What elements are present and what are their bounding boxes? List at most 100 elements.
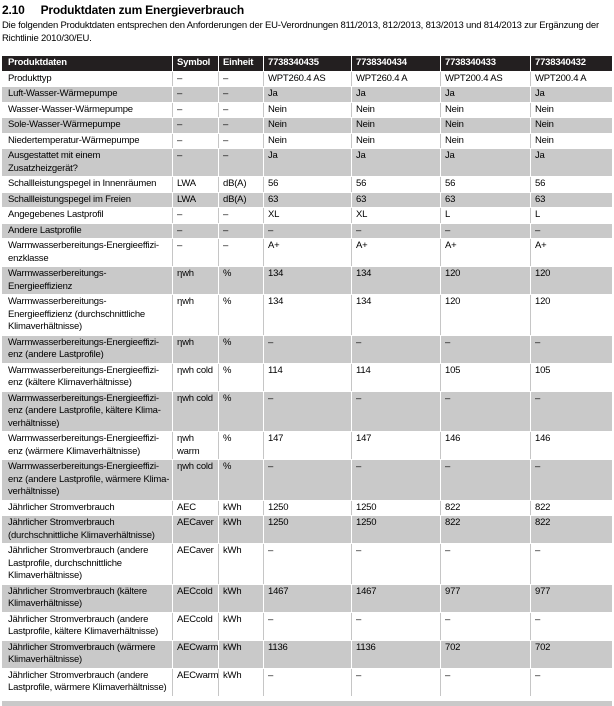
cell-value-3: –: [440, 544, 530, 584]
cell-einheit: –: [218, 133, 263, 148]
cell-symbol: –: [172, 87, 218, 102]
cell-einheit: –: [218, 118, 263, 133]
cell-value-2: 1467: [351, 584, 440, 612]
cell-value-2: –: [351, 460, 440, 500]
table-row: Jährlicher Stromverbrauch (kältere Klima…: [2, 584, 612, 612]
cell-value-1: –: [263, 612, 351, 640]
cell-value-1: 1250: [263, 500, 351, 515]
product-data-table: Produktdaten Symbol Einheit 7738340435 7…: [2, 55, 612, 697]
cell-value-4: Nein: [530, 133, 612, 148]
cell-einheit: –: [218, 223, 263, 238]
table-row: Warmwasserbereitungs-Energieeffizi­enz (…: [2, 335, 612, 363]
cell-symbol: –: [172, 71, 218, 86]
cell-value-4: –: [530, 223, 612, 238]
cell-value-2: Ja: [351, 149, 440, 176]
cell-value-4: –: [530, 391, 612, 431]
cell-einheit: dB(A): [218, 192, 263, 207]
intro-text: Die folgenden Produktdaten entsprechen d…: [2, 20, 599, 44]
cell-value-3: Nein: [440, 133, 530, 148]
cell-symbol: ηwh cold: [172, 460, 218, 500]
cell-symbol: –: [172, 239, 218, 266]
cell-symbol: ηwh: [172, 267, 218, 294]
cell-value-1: A+: [263, 239, 351, 266]
cell-value-2: Nein: [351, 118, 440, 133]
cell-produktdaten: Jährlicher Stromverbrauch (andere Last­p…: [2, 668, 172, 696]
cell-value-1: 1136: [263, 640, 351, 668]
table-row: Niedertemperatur-Wärmepumpe – – Nein Nei…: [2, 133, 612, 148]
cell-value-3: 702: [440, 640, 530, 668]
cell-value-3: 63: [440, 192, 530, 207]
col-header-einheit: Einheit: [218, 56, 263, 71]
cell-symbol: –: [172, 133, 218, 148]
cell-value-2: –: [351, 612, 440, 640]
cell-produktdaten: Warmwasserbereitungs-Energieeffizienz: [2, 267, 172, 294]
cell-value-3: Nein: [440, 118, 530, 133]
cell-value-3: A+: [440, 239, 530, 266]
cell-value-4: 105: [530, 363, 612, 391]
cell-value-1: Nein: [263, 102, 351, 117]
cell-einheit: kWh: [218, 584, 263, 612]
table-row: Warmwasserbereitungs-Energieeffizienz (d…: [2, 295, 612, 335]
cell-einheit: –: [218, 87, 263, 102]
cell-produktdaten: Angegebenes Lastprofil: [2, 208, 172, 223]
cell-einheit: %: [218, 432, 263, 459]
cell-value-4: 822: [530, 516, 612, 543]
cell-value-2: 114: [351, 363, 440, 391]
cell-value-2: Ja: [351, 87, 440, 102]
cell-value-3: –: [440, 460, 530, 500]
cell-produktdaten: Produkttyp: [2, 71, 172, 86]
table-row: Andere Lastprofile – – – – – –: [2, 223, 612, 238]
table-row: Schallleistungspegel im Freien LWA dB(A)…: [2, 192, 612, 207]
col-header-article-3: 7738340433: [440, 56, 530, 71]
cell-value-3: 146: [440, 432, 530, 459]
cell-value-3: –: [440, 223, 530, 238]
table-row: Ausgestattet mit einem Zusatzheizgerät? …: [2, 149, 612, 176]
cell-value-3: 56: [440, 177, 530, 192]
table-row: Luft-Wasser-Wärmepumpe – – Ja Ja Ja Ja: [2, 87, 612, 102]
cell-value-1: 114: [263, 363, 351, 391]
cell-value-1: –: [263, 335, 351, 363]
cell-symbol: AECwarm: [172, 640, 218, 668]
cell-value-1: Nein: [263, 118, 351, 133]
cell-value-2: A+: [351, 239, 440, 266]
cell-symbol: –: [172, 118, 218, 133]
cell-value-2: 147: [351, 432, 440, 459]
cell-symbol: AECaver: [172, 516, 218, 543]
table-row: Jährlicher Stromverbrauch (wärmere Klima…: [2, 640, 612, 668]
cell-value-1: 56: [263, 177, 351, 192]
cell-produktdaten: Warmwasserbereitungs-Energieeffizi­enz (…: [2, 460, 172, 500]
cell-value-1: –: [263, 544, 351, 584]
cell-value-2: 134: [351, 295, 440, 335]
cell-produktdaten: Luft-Wasser-Wärmepumpe: [2, 87, 172, 102]
cell-value-1: 1467: [263, 584, 351, 612]
cell-value-2: Nein: [351, 102, 440, 117]
cell-produktdaten: Sole-Wasser-Wärmepumpe: [2, 118, 172, 133]
cell-einheit: %: [218, 363, 263, 391]
cell-value-1: –: [263, 460, 351, 500]
cell-value-4: Ja: [530, 87, 612, 102]
cell-value-2: 1136: [351, 640, 440, 668]
cell-value-2: –: [351, 544, 440, 584]
table-row: Jährlicher Stromverbrauch (andere Last­p…: [2, 544, 612, 584]
cell-value-1: Ja: [263, 87, 351, 102]
cell-value-1: Ja: [263, 149, 351, 176]
cell-value-4: 56: [530, 177, 612, 192]
cell-produktdaten: Warmwasserbereitungs-Energieeffizi­enz (…: [2, 391, 172, 431]
cell-symbol: AECcold: [172, 612, 218, 640]
cell-produktdaten: Jährlicher Stromverbrauch (wärmere Klima…: [2, 640, 172, 668]
cell-produktdaten: Jährlicher Stromverbrauch (kältere Klima…: [2, 584, 172, 612]
cell-symbol: ηwh: [172, 335, 218, 363]
cell-symbol: ηwh cold: [172, 391, 218, 431]
col-header-symbol: Symbol: [172, 56, 218, 71]
page-title: Produktdaten zum Energieverbrauch: [40, 3, 245, 17]
cell-value-4: –: [530, 335, 612, 363]
cell-symbol: AEC: [172, 500, 218, 515]
cell-value-1: WPT260.4 AS: [263, 71, 351, 86]
cell-produktdaten: Jährlicher Stromverbrauch: [2, 500, 172, 515]
cell-einheit: –: [218, 71, 263, 86]
cell-value-4: 120: [530, 267, 612, 294]
table-row: Warmwasserbereitungs-Energieeffizienz ηw…: [2, 267, 612, 294]
cell-einheit: dB(A): [218, 177, 263, 192]
cell-produktdaten: Warmwasserbereitungs-Energieeffizienz (d…: [2, 295, 172, 335]
cell-value-2: –: [351, 335, 440, 363]
